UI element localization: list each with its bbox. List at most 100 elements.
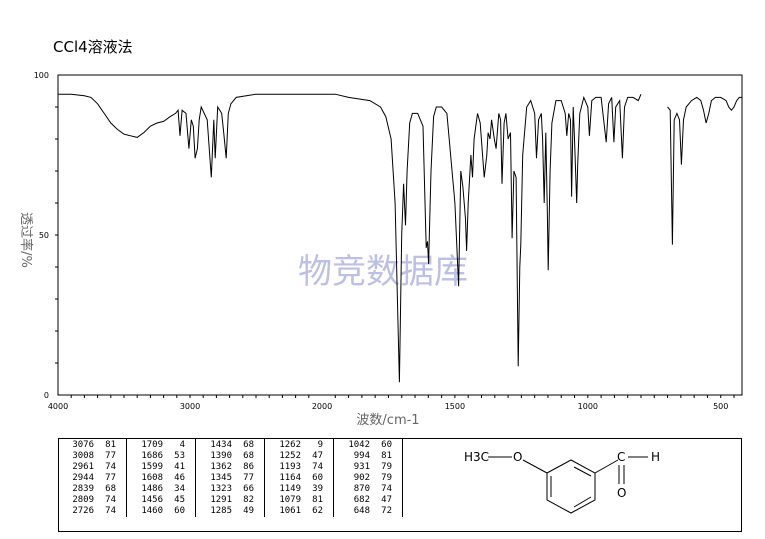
peak-entry: 2944 77 bbox=[62, 473, 122, 484]
peak-transmittance: 49 bbox=[243, 506, 254, 516]
peak-entry: 1262 9 bbox=[269, 440, 329, 451]
peak-column: 1042 60 994 81 931 79 902 79 870 74 682 47 648 72 bbox=[333, 438, 403, 517]
peak-entry: 1164 60 bbox=[269, 473, 329, 484]
peak-wavenumber: 902 bbox=[353, 473, 370, 483]
peak-transmittance: 60 bbox=[381, 440, 392, 450]
peak-transmittance: 74 bbox=[105, 495, 116, 505]
peak-transmittance: 81 bbox=[381, 451, 392, 461]
peak-wavenumber: 1345 bbox=[210, 473, 232, 483]
x-tick-label: 500 bbox=[713, 402, 728, 411]
peak-wavenumber: 1291 bbox=[210, 495, 232, 505]
ir-spectrum-chart: 物竞数据库 4000 3000 2000 1500 1000 500 0 50 100 波数/c… bbox=[18, 71, 743, 428]
peak-entry: 1061 62 bbox=[269, 506, 329, 517]
peak-entry: 2839 68 bbox=[62, 484, 122, 495]
structure-diagram: H3C O C H O bbox=[464, 450, 660, 514]
peak-entry: 1345 77 bbox=[200, 473, 260, 484]
peak-wavenumber: 1079 bbox=[279, 495, 301, 505]
peak-entry: 648 72 bbox=[338, 506, 398, 517]
y-tick-label: 100 bbox=[34, 71, 49, 80]
peak-transmittance: 72 bbox=[381, 506, 392, 516]
peak-entry: 1709 4 bbox=[131, 440, 191, 451]
peak-transmittance: 45 bbox=[174, 495, 185, 505]
peak-entry: 682 47 bbox=[338, 495, 398, 506]
peak-entry: 931 79 bbox=[338, 462, 398, 473]
peak-wavenumber: 1285 bbox=[210, 506, 232, 516]
watermark: 物竞数据库 bbox=[298, 252, 468, 292]
x-axis-label: 波数/cm-1 bbox=[356, 413, 419, 428]
peak-wavenumber: 931 bbox=[353, 462, 370, 472]
peak-wavenumber: 2726 bbox=[72, 506, 94, 516]
peak-transmittance: 79 bbox=[381, 473, 392, 483]
peak-wavenumber: 3008 bbox=[72, 451, 94, 461]
y-tick-label: 0 bbox=[44, 391, 49, 400]
peak-transmittance: 46 bbox=[174, 473, 185, 483]
y-tick-label: 50 bbox=[39, 231, 49, 240]
x-tick-label: 1500 bbox=[445, 402, 465, 411]
peak-wavenumber: 1362 bbox=[210, 462, 232, 472]
x-tick-label: 2000 bbox=[312, 402, 332, 411]
peak-entry: 1456 45 bbox=[131, 495, 191, 506]
peak-wavenumber: 1390 bbox=[210, 451, 232, 461]
spectrum-trace-1 bbox=[58, 93, 642, 383]
peak-column: 1709 4 1686 53 1599 41 1608 46 1486 34 1456 45 1460 6… bbox=[126, 438, 196, 517]
peak-transmittance: 47 bbox=[312, 451, 323, 461]
peak-wavenumber: 2961 bbox=[72, 462, 94, 472]
peak-entry: 2726 74 bbox=[62, 506, 122, 517]
x-tick-label: 3000 bbox=[180, 402, 200, 411]
benzene-ring bbox=[546, 459, 596, 514]
page-title: CCl4溶液法 bbox=[53, 38, 133, 56]
peak-wavenumber: 1164 bbox=[279, 473, 301, 483]
peak-wavenumber: 2839 bbox=[72, 484, 94, 494]
peak-entry: 1285 49 bbox=[200, 506, 260, 517]
peak-wavenumber: 870 bbox=[353, 484, 370, 494]
peak-wavenumber: 1262 bbox=[279, 440, 301, 450]
peak-entry: 994 81 bbox=[338, 451, 398, 462]
peak-wavenumber: 1434 bbox=[210, 440, 232, 450]
peak-entry: 2961 74 bbox=[62, 462, 122, 473]
peak-transmittance: 53 bbox=[174, 451, 185, 461]
x-tick-label: 1000 bbox=[578, 402, 598, 411]
carbonyl-carbon: C bbox=[617, 450, 625, 464]
peak-column: 1434 68 1390 68 1362 86 1345 77 1323 66 1291 82 1285… bbox=[195, 438, 265, 517]
peak-wavenumber: 1686 bbox=[141, 451, 163, 461]
peak-entry: 1486 34 bbox=[131, 484, 191, 495]
peak-wavenumber: 1061 bbox=[279, 506, 301, 516]
peak-transmittance: 74 bbox=[381, 484, 392, 494]
peak-transmittance: 74 bbox=[312, 462, 323, 472]
peak-transmittance: 39 bbox=[312, 484, 323, 494]
peak-transmittance: 4 bbox=[179, 440, 185, 450]
peak-transmittance: 74 bbox=[105, 462, 116, 472]
peak-transmittance: 41 bbox=[174, 462, 185, 472]
peak-entry: 1362 86 bbox=[200, 462, 260, 473]
peak-entry: 1434 68 bbox=[200, 440, 260, 451]
peak-transmittance: 81 bbox=[312, 495, 323, 505]
peak-entry: 1599 41 bbox=[131, 462, 191, 473]
peak-wavenumber: 2944 bbox=[72, 473, 94, 483]
methyl-group: H3C bbox=[464, 450, 489, 464]
peak-entry: 1149 39 bbox=[269, 484, 329, 495]
peak-entry: 1291 82 bbox=[200, 495, 260, 506]
peak-wavenumber: 682 bbox=[353, 495, 370, 505]
peak-wavenumber: 1608 bbox=[141, 473, 163, 483]
peak-table: 3076 81 3008 77 2961 74 2944 77 2839 68 2809 74 2726… bbox=[58, 438, 403, 517]
peak-transmittance: 68 bbox=[243, 440, 254, 450]
peak-entry: 1079 81 bbox=[269, 495, 329, 506]
peak-transmittance: 68 bbox=[243, 451, 254, 461]
peak-transmittance: 81 bbox=[105, 440, 116, 450]
peak-entry: 3008 77 bbox=[62, 451, 122, 462]
x-tick-label: 4000 bbox=[48, 402, 68, 411]
peak-wavenumber: 1460 bbox=[141, 506, 163, 516]
peak-wavenumber: 1709 bbox=[141, 440, 163, 450]
peak-transmittance: 34 bbox=[174, 484, 185, 494]
peak-entry: 870 74 bbox=[338, 484, 398, 495]
peak-wavenumber: 3076 bbox=[72, 440, 94, 450]
peak-transmittance: 62 bbox=[312, 506, 323, 516]
peak-entry: 1193 74 bbox=[269, 462, 329, 473]
peak-wavenumber: 1599 bbox=[141, 462, 163, 472]
peak-wavenumber: 1323 bbox=[210, 484, 232, 494]
peak-entry: 1686 53 bbox=[131, 451, 191, 462]
peak-transmittance: 9 bbox=[317, 440, 323, 450]
peak-entry: 3076 81 bbox=[62, 440, 122, 451]
peak-transmittance: 79 bbox=[381, 462, 392, 472]
peak-transmittance: 82 bbox=[243, 495, 254, 505]
